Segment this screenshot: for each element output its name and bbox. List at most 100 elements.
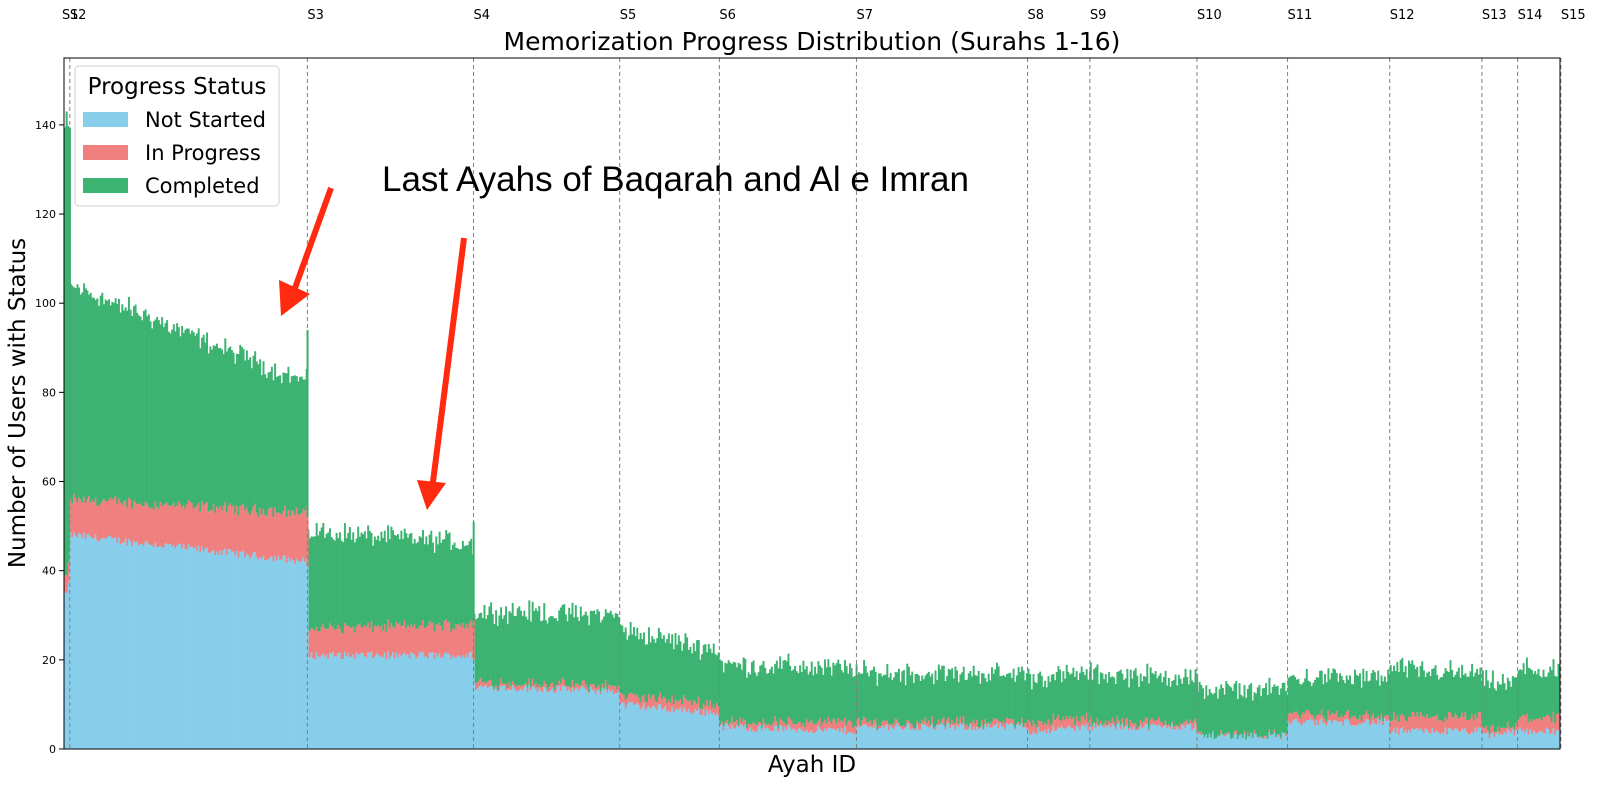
bar-not-started bbox=[1017, 723, 1020, 749]
bar-not-started bbox=[706, 709, 709, 749]
bar-completed bbox=[495, 610, 498, 686]
bar-completed bbox=[1235, 681, 1238, 731]
bar-in-progress bbox=[523, 684, 526, 687]
bar-not-started bbox=[292, 560, 295, 749]
bar-completed bbox=[1014, 681, 1017, 728]
bar-completed bbox=[1377, 670, 1380, 716]
bar-not-started bbox=[207, 552, 210, 749]
bar-not-started bbox=[1404, 730, 1407, 749]
bar-not-started bbox=[721, 724, 724, 749]
bar-in-progress bbox=[1407, 716, 1410, 730]
bar-completed bbox=[892, 677, 895, 723]
bar-in-progress bbox=[1292, 712, 1295, 720]
bar-completed bbox=[666, 639, 669, 704]
bar-completed bbox=[807, 674, 810, 723]
bar-in-progress bbox=[1064, 719, 1067, 729]
bar-not-started bbox=[1322, 722, 1325, 749]
bar-completed bbox=[1294, 676, 1297, 712]
bar-in-progress bbox=[1002, 720, 1005, 727]
bar-completed bbox=[1044, 680, 1047, 723]
bar-completed bbox=[111, 301, 114, 500]
bar-not-started bbox=[300, 561, 303, 749]
bar-completed bbox=[1367, 681, 1370, 715]
bar-not-started bbox=[976, 726, 979, 749]
bar-not-started bbox=[304, 561, 307, 749]
bar-in-progress bbox=[526, 687, 529, 692]
bar-in-progress bbox=[1324, 718, 1327, 724]
bar-completed bbox=[249, 357, 252, 515]
bar-in-progress bbox=[936, 723, 939, 726]
bar-completed bbox=[1075, 671, 1078, 717]
bar-in-progress bbox=[495, 685, 498, 688]
bar-completed bbox=[594, 614, 597, 689]
bar-in-progress bbox=[531, 678, 534, 687]
bar-in-progress bbox=[206, 502, 209, 548]
bar-completed bbox=[1126, 668, 1129, 719]
bar-completed bbox=[103, 304, 106, 499]
bar-not-started bbox=[1292, 719, 1295, 749]
bar-in-progress bbox=[365, 626, 368, 658]
bar-completed bbox=[697, 640, 700, 698]
bar-completed bbox=[1128, 687, 1131, 729]
bar-completed bbox=[234, 363, 237, 514]
bar-not-started bbox=[759, 724, 762, 749]
bar-completed bbox=[428, 534, 431, 621]
bar-not-started bbox=[1197, 733, 1199, 749]
bar-not-started bbox=[574, 688, 577, 749]
bar-in-progress bbox=[74, 498, 77, 536]
legend-entry-in-progress: In Progress bbox=[145, 141, 261, 165]
bar-not-started bbox=[1210, 737, 1213, 749]
bar-completed bbox=[1225, 681, 1228, 734]
bar-completed bbox=[779, 656, 782, 719]
bar-completed bbox=[1270, 693, 1273, 735]
spike-not-started bbox=[306, 566, 309, 749]
bar-in-progress bbox=[496, 690, 499, 692]
bar-completed bbox=[815, 673, 818, 724]
bar-in-progress bbox=[465, 623, 468, 655]
bar-in-progress bbox=[1506, 721, 1509, 729]
bar-completed bbox=[315, 522, 318, 628]
bar-completed bbox=[1483, 685, 1486, 729]
bar-not-started bbox=[989, 727, 992, 749]
bar-in-progress bbox=[606, 689, 609, 693]
bar-completed bbox=[544, 620, 547, 685]
bar-completed bbox=[260, 375, 263, 515]
bar-not-started bbox=[676, 708, 679, 749]
bar-in-progress bbox=[717, 706, 720, 717]
bar-in-progress bbox=[799, 721, 802, 729]
bar-not-started bbox=[927, 727, 930, 749]
bar-not-started bbox=[876, 730, 879, 749]
bar-in-progress bbox=[476, 682, 479, 689]
bar-completed bbox=[1181, 683, 1184, 724]
bar-not-started bbox=[69, 532, 72, 749]
bar-completed bbox=[1485, 669, 1488, 726]
bar-not-started bbox=[1106, 726, 1109, 749]
bar-in-progress bbox=[328, 623, 331, 653]
bar-not-started bbox=[789, 727, 792, 749]
bar-in-progress bbox=[631, 693, 634, 703]
bar-in-progress bbox=[1187, 723, 1190, 725]
bar-not-started bbox=[328, 652, 331, 749]
bar-completed bbox=[1177, 674, 1180, 727]
bar-in-progress bbox=[926, 723, 929, 727]
bar-in-progress bbox=[569, 687, 572, 693]
bar-completed bbox=[214, 346, 217, 513]
bar-not-started bbox=[1334, 720, 1337, 749]
bar-not-started bbox=[714, 715, 717, 749]
bar-completed bbox=[897, 668, 900, 723]
bar-not-started bbox=[767, 728, 770, 749]
bar-completed bbox=[820, 667, 823, 726]
bar-in-progress bbox=[1432, 716, 1435, 733]
bar-completed bbox=[706, 652, 709, 700]
bar-in-progress bbox=[1360, 720, 1363, 724]
bar-completed bbox=[129, 309, 132, 500]
bar-completed bbox=[343, 523, 346, 624]
bar-in-progress bbox=[1515, 723, 1518, 731]
bar-in-progress bbox=[315, 627, 318, 653]
bar-in-progress bbox=[398, 622, 401, 654]
bar-not-started bbox=[1431, 727, 1434, 749]
bar-completed bbox=[1149, 667, 1152, 720]
bar-completed bbox=[559, 607, 562, 684]
bar-in-progress bbox=[1151, 717, 1154, 724]
